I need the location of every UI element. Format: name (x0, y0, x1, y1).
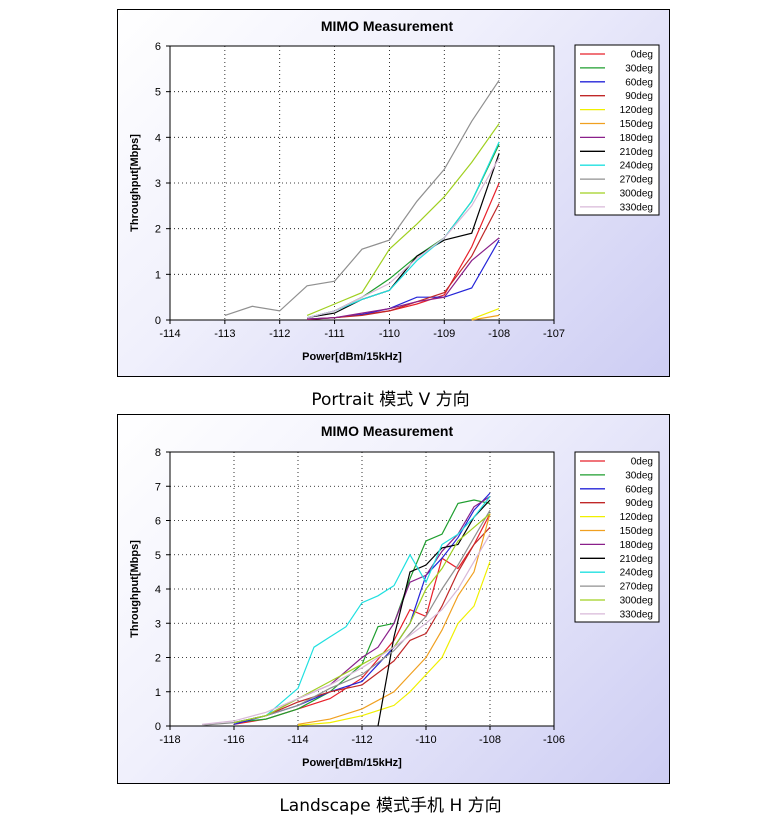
legend-label-30deg: 30deg (625, 63, 653, 74)
y-tick-label: 8 (155, 447, 161, 459)
x-tick-label: -114 (159, 328, 180, 340)
legend-label-60deg: 60deg (625, 484, 653, 495)
y-tick-label: 5 (155, 87, 161, 99)
x-tick-label: -106 (543, 734, 565, 746)
legend-label-120deg: 120deg (620, 105, 653, 116)
legend-label-30deg: 30deg (625, 470, 653, 481)
x-axis-label: Power[dBm/15kHz] (302, 757, 402, 769)
legend-label-180deg: 180deg (620, 540, 653, 551)
x-tick-label: -118 (159, 734, 180, 746)
legend-label-0deg: 0deg (631, 50, 653, 61)
legend-box (574, 44, 660, 216)
series-line-240deg (233, 496, 491, 724)
legend-label-330deg: 330deg (620, 609, 653, 620)
series-line-330deg (306, 157, 500, 319)
x-tick-label: -111 (324, 328, 344, 340)
legend-label-210deg: 210deg (620, 147, 653, 158)
y-tick-label: 2 (155, 224, 161, 236)
chart-title: MIMO Measurement (321, 423, 454, 439)
x-axis-label: Power[dBm/15kHz] (302, 351, 402, 363)
legend-label-150deg: 150deg (620, 119, 653, 130)
y-tick-label: 6 (155, 516, 161, 528)
legend-label-60deg: 60deg (625, 77, 653, 88)
series-line-90deg (233, 526, 491, 724)
x-tick-label: -107 (543, 328, 565, 340)
x-tick-label: -116 (223, 734, 244, 746)
legend-label-270deg: 270deg (620, 175, 653, 186)
legend-label-240deg: 240deg (620, 161, 653, 172)
x-tick-label: -108 (479, 734, 501, 746)
series-line-150deg (471, 314, 500, 321)
y-tick-label: 4 (155, 132, 161, 144)
x-tick-label: -108 (488, 328, 510, 340)
x-tick-label: -109 (433, 328, 455, 340)
series-line-210deg (377, 499, 491, 727)
chart-svg-landscape: -118 -116 -114 -112 -110 -108 -106 0 1 2 3 4 5 6 7 8 MIM… (129, 423, 660, 769)
x-tick-label: -110 (415, 734, 436, 746)
chart-title: MIMO Measurement (321, 18, 454, 34)
series-line-300deg (306, 123, 500, 316)
y-tick-label: 3 (155, 618, 161, 630)
series-line-120deg (471, 308, 500, 320)
y-tick-label: 0 (155, 315, 161, 327)
series-line-330deg (201, 533, 491, 725)
legend-label-330deg: 330deg (620, 202, 653, 213)
legend-label-300deg: 300deg (620, 596, 653, 607)
series-line-180deg (307, 237, 500, 320)
x-tick-label: -110 (379, 328, 400, 340)
legend-label-240deg: 240deg (620, 568, 653, 579)
series-line-210deg (307, 153, 500, 319)
series-line-270deg (224, 79, 500, 316)
y-axis-label: Throughput[Mbps] (129, 134, 141, 232)
legend-label-90deg: 90deg (625, 498, 653, 509)
x-tick-label: -112 (269, 328, 290, 340)
y-tick-label: 1 (155, 269, 161, 281)
y-tick-label: 1 (155, 687, 161, 699)
caption-landscape: Landscape 模式手机 H 方向 (279, 796, 502, 816)
legend-label-150deg: 150deg (620, 526, 653, 537)
x-tick-label: -112 (351, 734, 372, 746)
y-tick-label: 4 (155, 584, 161, 596)
legend-label-120deg: 120deg (620, 512, 653, 523)
series-line-150deg (297, 513, 491, 725)
x-tick-label: -114 (287, 734, 308, 746)
chart-svg-portrait: -114 -113 -112 -111 -110 -109 -108 -107 0 1 2 3 4 5 6 M… (129, 18, 660, 363)
y-tick-label: 2 (155, 653, 161, 665)
legend-label-210deg: 210deg (620, 554, 653, 565)
caption-portrait: Portrait 模式 V 方向 (311, 390, 470, 410)
legend-label-300deg: 300deg (620, 189, 653, 200)
legend-label-90deg: 90deg (625, 91, 653, 102)
series-line-120deg (297, 561, 491, 726)
y-tick-label: 3 (155, 178, 161, 190)
y-tick-label: 7 (155, 481, 161, 493)
legend-label-180deg: 180deg (620, 133, 653, 144)
legend-label-0deg: 0deg (631, 457, 653, 468)
y-tick-label: 6 (155, 41, 161, 53)
chart-panel-portrait: -114 -113 -112 -111 -110 -109 -108 -107 0 1 2 3 4 5 6 M… (117, 9, 670, 377)
y-tick-label: 5 (155, 550, 161, 562)
y-axis-label: Throughput[Mbps] (129, 540, 141, 638)
legend-label-270deg: 270deg (620, 582, 653, 593)
y-tick-label: 0 (155, 721, 161, 733)
legend-box (574, 451, 660, 623)
chart-panel-landscape: -118 -116 -114 -112 -110 -108 -106 0 1 2 3 4 5 6 7 8 MIM… (117, 414, 670, 784)
x-tick-label: -113 (214, 328, 235, 340)
